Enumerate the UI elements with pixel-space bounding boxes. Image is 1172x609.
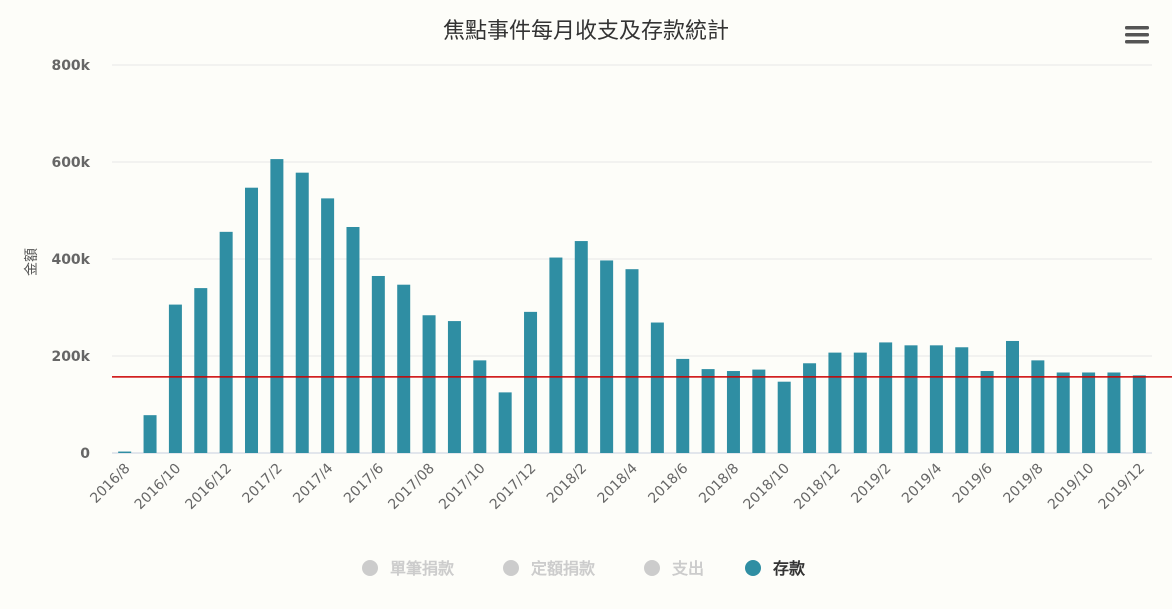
x-tick-label: 2019/4 bbox=[899, 460, 945, 506]
grid-lines bbox=[112, 64, 1152, 454]
bar[interactable] bbox=[676, 358, 690, 453]
bar[interactable] bbox=[1082, 372, 1096, 453]
bar[interactable] bbox=[447, 321, 461, 453]
bar[interactable] bbox=[194, 288, 208, 453]
x-tick-label: 2017/10 bbox=[436, 461, 488, 513]
x-tick-label: 2018/4 bbox=[595, 460, 641, 506]
x-tick-label: 2017/2 bbox=[240, 461, 286, 507]
legend-marker-icon bbox=[745, 560, 761, 576]
x-tick-label: 2017/12 bbox=[487, 461, 539, 513]
bar[interactable] bbox=[219, 231, 233, 453]
y-tick-label: 400k bbox=[51, 252, 90, 268]
legend-label: 支出 bbox=[671, 559, 704, 578]
legend-marker-icon bbox=[362, 560, 378, 576]
legend-marker-icon bbox=[503, 560, 519, 576]
y-tick-label: 0 bbox=[80, 446, 90, 462]
bar[interactable] bbox=[1005, 340, 1019, 453]
bar[interactable] bbox=[1107, 372, 1121, 453]
y-axis-labels: 0 200k 400k 600k 800k bbox=[51, 58, 90, 462]
bar[interactable] bbox=[752, 369, 766, 453]
legend-label: 存款 bbox=[773, 559, 806, 578]
x-tick-label: 2018/6 bbox=[645, 460, 691, 506]
x-tick-label: 2017/4 bbox=[290, 460, 336, 506]
bar[interactable] bbox=[853, 352, 867, 453]
bar[interactable] bbox=[397, 284, 411, 453]
bar[interactable] bbox=[879, 342, 893, 453]
x-tick-label: 2019/8 bbox=[1001, 461, 1047, 507]
bar[interactable] bbox=[270, 159, 284, 453]
x-tick-label: 2017/08 bbox=[385, 461, 437, 513]
bar[interactable] bbox=[168, 304, 182, 453]
bar[interactable] bbox=[1031, 360, 1045, 453]
bar[interactable] bbox=[955, 347, 969, 453]
bar[interactable] bbox=[371, 275, 385, 453]
bar[interactable] bbox=[828, 352, 842, 453]
y-axis-title: 金額 bbox=[24, 248, 40, 276]
bar[interactable] bbox=[929, 345, 943, 453]
x-tick-label: 2018/2 bbox=[544, 461, 590, 507]
bar-series bbox=[118, 159, 1146, 454]
bar[interactable] bbox=[295, 172, 309, 454]
bar[interactable] bbox=[245, 187, 259, 453]
bar[interactable] bbox=[803, 363, 817, 453]
bar[interactable] bbox=[473, 360, 487, 453]
bar[interactable] bbox=[904, 345, 918, 453]
bar[interactable] bbox=[600, 260, 614, 453]
bar[interactable] bbox=[498, 392, 512, 454]
x-tick-label: 2016/10 bbox=[132, 461, 184, 513]
legend-label: 單筆捐款 bbox=[390, 559, 455, 578]
bar[interactable] bbox=[524, 311, 538, 453]
y-tick-label: 200k bbox=[51, 349, 90, 365]
y-tick-label: 600k bbox=[51, 155, 90, 171]
bar[interactable] bbox=[422, 315, 436, 453]
bar[interactable] bbox=[726, 371, 740, 453]
legend-item[interactable]: 定額捐款 bbox=[503, 559, 596, 578]
x-tick-label: 2019/12 bbox=[1096, 461, 1148, 513]
bar[interactable] bbox=[143, 415, 157, 453]
legend-item[interactable]: 存款 bbox=[745, 559, 806, 578]
bar[interactable] bbox=[549, 257, 563, 453]
x-tick-label: 2019/2 bbox=[848, 461, 894, 507]
bar[interactable] bbox=[701, 369, 715, 453]
bar[interactable] bbox=[574, 241, 588, 453]
bar[interactable] bbox=[777, 381, 791, 453]
legend-item[interactable]: 支出 bbox=[644, 559, 704, 578]
x-tick-label: 2019/10 bbox=[1045, 461, 1097, 513]
x-tick-label: 2017/6 bbox=[341, 460, 387, 506]
bar[interactable] bbox=[118, 451, 132, 453]
x-tick-label: 2016/12 bbox=[183, 461, 235, 513]
legend-label: 定額捐款 bbox=[530, 559, 596, 578]
x-tick-label: 2018/10 bbox=[741, 461, 793, 513]
bar[interactable] bbox=[1132, 375, 1146, 453]
x-tick-label: 2016/8 bbox=[87, 461, 133, 507]
y-tick-label: 800k bbox=[51, 58, 90, 74]
bar[interactable] bbox=[625, 269, 639, 453]
legend: 單筆捐款 定額捐款 支出 存款 bbox=[362, 559, 806, 578]
bar[interactable] bbox=[346, 226, 360, 453]
legend-item[interactable]: 單筆捐款 bbox=[362, 559, 455, 578]
bar[interactable] bbox=[1056, 372, 1070, 453]
x-tick-label: 2019/6 bbox=[950, 460, 996, 506]
x-tick-label: 2018/12 bbox=[791, 461, 843, 513]
bar[interactable] bbox=[650, 322, 664, 453]
bar[interactable] bbox=[321, 198, 335, 454]
x-tick-label: 2018/8 bbox=[696, 461, 742, 507]
bar[interactable] bbox=[980, 371, 994, 453]
legend-marker-icon bbox=[644, 560, 660, 576]
chart-title: 焦點事件每月收支及存款統計 bbox=[443, 19, 729, 44]
hamburger-menu-icon[interactable] bbox=[1122, 22, 1152, 48]
